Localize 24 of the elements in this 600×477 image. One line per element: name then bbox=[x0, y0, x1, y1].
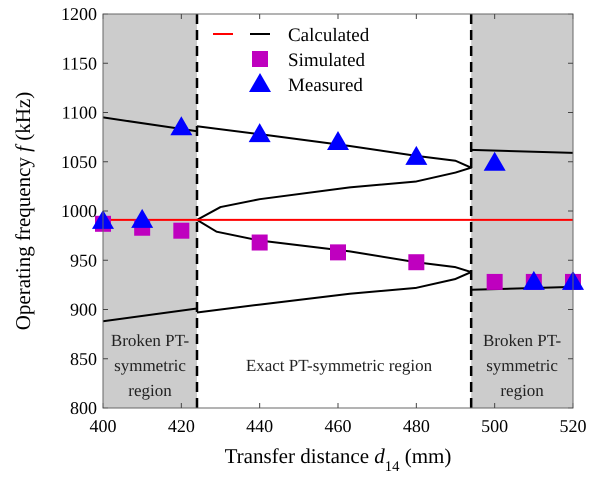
y-tick-label: 1200 bbox=[61, 4, 97, 24]
band-label: Broken PT- symmetric region bbox=[110, 331, 190, 400]
y-tick-label: 950 bbox=[70, 250, 97, 270]
x-tick-label: 440 bbox=[246, 416, 274, 436]
y-tick-label: 1100 bbox=[62, 102, 97, 122]
legend-label: Calculated bbox=[288, 25, 370, 46]
x-tick-label: 520 bbox=[560, 416, 586, 436]
x-tick-label: 400 bbox=[90, 416, 116, 436]
y-tick-label: 850 bbox=[70, 348, 97, 369]
x-tick-label: 460 bbox=[324, 416, 352, 436]
y-tick-label: 800 bbox=[70, 398, 97, 418]
y-axis-title: Operating frequency f (kHz) bbox=[11, 92, 35, 330]
annotation: Exact PT-symmetric region bbox=[246, 356, 433, 375]
x-tick-label: 480 bbox=[402, 416, 430, 436]
x-tick-label: 420 bbox=[168, 416, 195, 436]
y-tick-label: 1150 bbox=[62, 53, 97, 74]
y-tick-label: 1000 bbox=[61, 201, 97, 221]
x-axis-title: Transfer distance d$_{14}$ (mm) bbox=[224, 444, 452, 475]
y-tick-label: 900 bbox=[70, 300, 97, 320]
legend-label: Measured bbox=[288, 75, 364, 96]
band-label: Broken PT- symmetric region bbox=[482, 331, 562, 400]
y-tick-label: 1050 bbox=[61, 152, 97, 172]
legend-label: Simulated bbox=[288, 50, 366, 71]
x-tick-label: 500 bbox=[481, 416, 508, 436]
